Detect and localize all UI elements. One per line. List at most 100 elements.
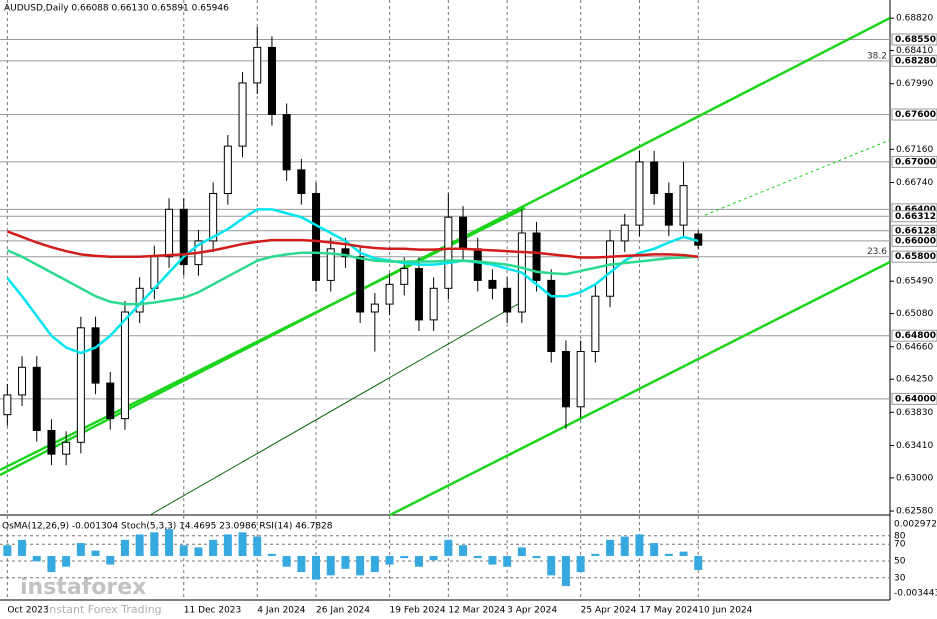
- candle-body: [591, 295, 600, 352]
- osma-bar: [650, 543, 659, 556]
- candle-body: [561, 350, 570, 408]
- level-label: 0.68280: [895, 56, 936, 66]
- candle-body: [91, 327, 100, 384]
- candle-body: [341, 248, 350, 258]
- level-label-bg: [891, 392, 937, 405]
- osma-bar: [76, 543, 85, 556]
- osma-bar: [62, 555, 71, 567]
- fib-label: 38.2: [867, 51, 887, 61]
- osma-bar: [429, 555, 438, 561]
- candle-body: [223, 145, 232, 195]
- y-tick-label: 0.67160: [896, 145, 933, 155]
- y-tick-label: 0.63000: [896, 473, 933, 483]
- osma-bar: [326, 555, 335, 576]
- osma-bar: [606, 539, 615, 556]
- osma-bar: [400, 555, 409, 559]
- level-label: 0.65800: [895, 252, 936, 262]
- moving-averages: [6, 208, 699, 355]
- x-tick-label: 3 Apr 2024: [507, 606, 557, 616]
- osma-bar: [267, 553, 276, 556]
- osma-bar: [664, 553, 673, 556]
- candle-body: [165, 208, 174, 258]
- level-label-bg: [891, 250, 937, 263]
- osma-bar: [179, 545, 188, 556]
- x-tick-label: 26 Jan 2024: [316, 606, 370, 616]
- osma-bar: [282, 555, 291, 567]
- osma-bar: [356, 555, 365, 576]
- osc-level-label: 70: [894, 540, 906, 550]
- x-tick-label: 19 Feb 2024: [390, 606, 446, 616]
- osma-bar: [635, 534, 644, 556]
- candle-body: [18, 366, 27, 396]
- moving-average: [6, 208, 699, 355]
- level-label: 0.67000: [895, 157, 936, 167]
- candle-body: [532, 232, 541, 281]
- candle-body: [635, 161, 644, 226]
- oscillator: [0, 529, 890, 587]
- x-tick-label: 12 Mar 2024: [448, 606, 505, 616]
- level-label-bg: [891, 155, 937, 168]
- y-tick-label: 0.62580: [896, 507, 933, 517]
- candle-body: [150, 256, 159, 289]
- y-tick-label: 0.67990: [896, 79, 933, 89]
- candle-body: [503, 287, 512, 313]
- oscillator-title: OsMA(12,26,9) -0.001304 Stoch(5,3,3) 14.…: [2, 522, 333, 532]
- candle-body: [120, 311, 129, 420]
- osma-bar: [91, 550, 100, 556]
- y-tick-label: 0.65490: [896, 277, 933, 287]
- candle-body: [179, 208, 188, 266]
- candle-body: [547, 279, 556, 352]
- level-label: 0.66400: [895, 205, 936, 215]
- osc-tick-label: -0.003443: [894, 589, 937, 599]
- osma-bar: [620, 536, 629, 556]
- candle-body: [76, 327, 85, 443]
- osc-tick-label: 0.0029727: [894, 520, 937, 530]
- x-tick-label: 17 May 2024: [639, 606, 698, 616]
- moving-average: [6, 230, 699, 259]
- candle-body: [429, 287, 438, 321]
- candle-body: [3, 394, 12, 416]
- x-tick-label: 25 Apr 2024: [581, 606, 637, 616]
- y-tick-label: 0.66740: [896, 178, 933, 188]
- level-label: 0.68550: [895, 35, 936, 45]
- osma-bar: [517, 547, 526, 556]
- candle-body: [312, 193, 321, 281]
- candle-body: [414, 268, 423, 321]
- candle-body: [297, 169, 306, 195]
- candle-body: [576, 350, 585, 408]
- candle-body: [238, 82, 247, 147]
- y-tick-label: 0.68410: [896, 46, 933, 56]
- osc-level-label: 80: [894, 531, 906, 541]
- candle-body: [444, 216, 453, 289]
- osma-bar: [547, 555, 556, 576]
- osma-bar: [591, 553, 600, 556]
- axes: 0.68820 0.68410 0.67990 0.67160 0.66740 0.654…: [7, 14, 937, 616]
- candle-body: [326, 248, 335, 281]
- candle-body: [488, 279, 497, 289]
- osma-bar: [135, 534, 144, 556]
- osma-bar: [238, 532, 247, 556]
- osc-level-label: 50: [894, 557, 906, 567]
- osma-bar: [297, 555, 306, 573]
- channel-lower: [389, 260, 891, 517]
- level-label-bg: [891, 234, 937, 247]
- osma-bar: [120, 539, 129, 556]
- osma-bar: [444, 539, 453, 556]
- candle-body: [209, 193, 218, 242]
- candle-body: [620, 224, 629, 242]
- candle-body: [282, 114, 291, 171]
- y-tick-label: 0.64250: [896, 375, 933, 385]
- x-tick-label: 10 Jun 2024: [698, 606, 752, 616]
- osma-bar: [561, 555, 570, 587]
- osma-bar: [576, 555, 585, 573]
- x-tick-label: 4 Jan 2024: [257, 606, 305, 616]
- osma-bar: [47, 555, 56, 573]
- watermark-brand: instaforex: [20, 575, 146, 600]
- osma-bar: [694, 555, 703, 570]
- candle-body: [473, 248, 482, 281]
- x-tick-label: Oct 2023: [7, 606, 48, 616]
- osma-bar: [32, 555, 41, 562]
- osma-bar: [341, 555, 350, 569]
- level-label: 0.66000: [895, 236, 936, 246]
